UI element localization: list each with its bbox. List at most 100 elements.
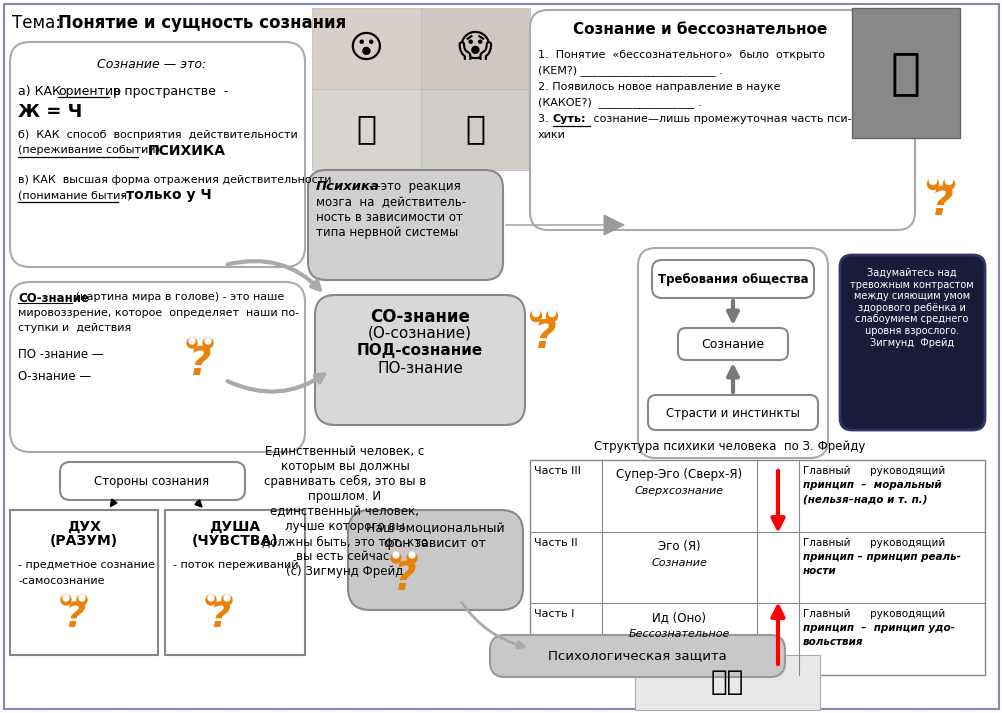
Text: 🙂: 🙂: [356, 113, 376, 145]
Bar: [165, 510, 305, 655]
Circle shape: [546, 310, 557, 322]
Text: ?: ?: [64, 600, 85, 634]
Circle shape: [186, 338, 196, 348]
Text: СО-знание: СО-знание: [370, 308, 470, 326]
Circle shape: [188, 338, 194, 344]
Circle shape: [530, 310, 541, 322]
Text: Сознание — это:: Сознание — это:: [97, 58, 206, 71]
Bar: [421, 8, 529, 89]
Text: Тема:: Тема:: [12, 14, 66, 32]
Text: - предметное сознание: - предметное сознание: [18, 560, 154, 570]
Text: Главный      руководящий: Главный руководящий: [803, 610, 944, 620]
Bar: [10, 510, 158, 655]
Circle shape: [79, 595, 85, 601]
Text: Требования общества: Требования общества: [657, 272, 808, 285]
Text: ности: ности: [803, 565, 836, 575]
FancyBboxPatch shape: [490, 635, 785, 677]
Text: (КЕМ?) ________________________ .: (КЕМ?) ________________________ .: [537, 65, 722, 76]
Circle shape: [407, 553, 417, 563]
Circle shape: [205, 595, 215, 605]
Text: 1.  Понятие  «бессознательного»  было  открыто: 1. Понятие «бессознательного» было откры…: [537, 50, 825, 60]
Text: Сознание и бессознательное: Сознание и бессознательное: [572, 22, 827, 37]
Text: ПСИХИКА: ПСИХИКА: [148, 144, 225, 158]
Text: Задумайтесь над
тревожным контрастом
между сияющим умом
здорового ребёнка и
слаб: Задумайтесь над тревожным контрастом меж…: [850, 268, 973, 348]
Circle shape: [532, 309, 539, 317]
Text: (О-сознание): (О-сознание): [368, 326, 472, 341]
Text: ПО-знание: ПО-знание: [377, 361, 463, 376]
Text: а) КАК: а) КАК: [18, 85, 65, 98]
Text: б)  КАК  способ  восприятия  действительности: б) КАК способ восприятия действительност…: [18, 130, 298, 140]
FancyBboxPatch shape: [637, 248, 828, 458]
Text: сознание—лишь промежуточная часть пси-: сознание—лишь промежуточная часть пси-: [589, 114, 851, 124]
Text: 2. Появилось новое направление в науке: 2. Появилось новое направление в науке: [537, 82, 780, 92]
Text: хики: хики: [537, 130, 565, 140]
FancyBboxPatch shape: [647, 395, 818, 430]
Bar: [851, 8, 959, 138]
Circle shape: [77, 595, 87, 605]
Text: Структура психики человека  по З. Фрейду: Структура психики человека по З. Фрейду: [594, 440, 865, 453]
Text: ?: ?: [533, 318, 556, 356]
Text: Ид (Оно): Ид (Оно): [651, 611, 705, 625]
Circle shape: [929, 178, 936, 185]
Circle shape: [223, 595, 229, 601]
FancyBboxPatch shape: [60, 462, 244, 500]
Text: Суть:: Суть:: [552, 114, 586, 124]
Circle shape: [393, 552, 399, 558]
Circle shape: [207, 595, 213, 601]
Text: Ж = Ч: Ж = Ч: [18, 103, 82, 121]
FancyBboxPatch shape: [308, 170, 502, 280]
Text: Главный      руководящий: Главный руководящий: [803, 538, 944, 548]
Circle shape: [409, 552, 415, 558]
Text: (нельзя–надо и т. п.): (нельзя–надо и т. п.): [803, 494, 927, 504]
FancyBboxPatch shape: [677, 328, 788, 360]
Text: Бессознательное: Бессознательное: [627, 630, 729, 640]
Text: ПО -знание —: ПО -знание —: [18, 348, 103, 361]
FancyBboxPatch shape: [315, 295, 524, 425]
Text: Часть I: Часть I: [533, 610, 574, 620]
Text: Страсти и инстинкты: Страсти и инстинкты: [665, 406, 800, 419]
FancyBboxPatch shape: [10, 282, 305, 452]
FancyArrowPatch shape: [505, 215, 623, 235]
FancyBboxPatch shape: [348, 510, 522, 610]
FancyBboxPatch shape: [839, 255, 984, 430]
Text: Главный      руководящий: Главный руководящий: [803, 466, 944, 476]
FancyBboxPatch shape: [10, 42, 305, 267]
Bar: [421, 89, 529, 170]
Text: (КАКОЕ?)  _________________ .: (КАКОЕ?) _________________ .: [537, 97, 700, 108]
Text: ступки и  действия: ступки и действия: [18, 323, 131, 333]
Text: Эго (Я): Эго (Я): [657, 540, 699, 553]
Text: О-знание —: О-знание —: [18, 370, 91, 383]
Circle shape: [61, 595, 71, 605]
Text: ориентир: ориентир: [58, 85, 121, 98]
Circle shape: [221, 595, 231, 605]
Text: (ЧУВСТВА): (ЧУВСТВА): [191, 534, 278, 548]
Text: 👴: 👴: [890, 49, 920, 97]
Text: ДУША: ДУША: [209, 520, 261, 534]
Text: (понимание бытия): (понимание бытия): [18, 190, 131, 200]
Text: ность в зависимости от: ность в зависимости от: [316, 211, 462, 224]
Text: -: -: [138, 145, 149, 155]
Circle shape: [63, 595, 69, 601]
Text: Психологическая защита: Психологическая защита: [547, 650, 725, 662]
Circle shape: [927, 178, 938, 190]
FancyBboxPatch shape: [651, 260, 814, 298]
Text: вольствия: вольствия: [803, 637, 863, 647]
Text: ?: ?: [930, 185, 952, 223]
Text: в пространстве  -: в пространстве -: [109, 85, 232, 98]
Text: —это  реакция: —это реакция: [369, 180, 460, 193]
Text: -: -: [118, 190, 129, 200]
Bar: [529, 460, 984, 675]
Text: ПОД-сознание: ПОД-сознание: [357, 343, 483, 358]
Circle shape: [943, 178, 954, 190]
Circle shape: [945, 178, 952, 185]
FancyBboxPatch shape: [529, 10, 914, 230]
Text: Понятие и сущность сознания: Понятие и сущность сознания: [58, 14, 346, 32]
Text: мировоззрение, которое  определяет  наши по-: мировоззрение, которое определяет наши п…: [18, 308, 299, 318]
Text: Единственный человек, с
которым вы должны
сравнивать себя, это вы в
прошлом. И
е: Единственный человек, с которым вы должн…: [262, 445, 428, 578]
Text: 3.: 3.: [537, 114, 555, 124]
Text: 👥👦: 👥👦: [709, 668, 742, 696]
Text: ?: ?: [394, 560, 416, 598]
Text: (РАЗУМ): (РАЗУМ): [50, 534, 118, 548]
Text: Стороны сознания: Стороны сознания: [94, 474, 209, 488]
Text: 😱: 😱: [457, 31, 492, 64]
